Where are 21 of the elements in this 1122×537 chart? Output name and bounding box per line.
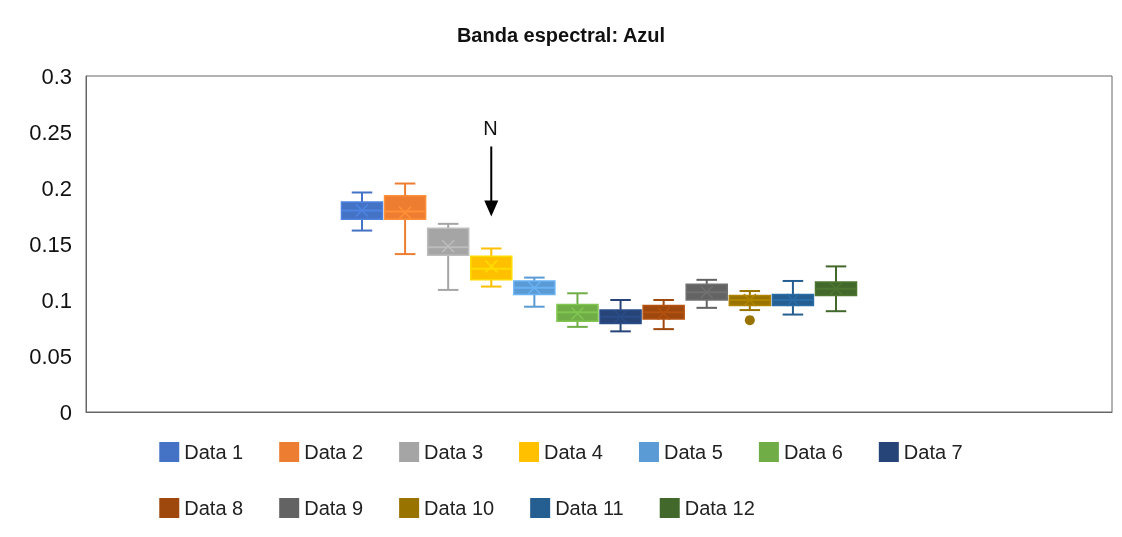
legend-label: Data 7 bbox=[903, 441, 963, 463]
y-tick-label: 0 bbox=[59, 399, 72, 425]
legend-label: Data 1 bbox=[184, 441, 244, 463]
y-tick-label: 0.15 bbox=[29, 231, 72, 257]
legend-label: Data 2 bbox=[304, 441, 364, 463]
legend-label: Data 9 bbox=[304, 497, 364, 519]
y-tick-label: 0.25 bbox=[29, 119, 72, 145]
annotation: N bbox=[483, 117, 498, 140]
legend-label: Data 6 bbox=[783, 441, 843, 463]
legend-label: Data 10 bbox=[424, 497, 495, 519]
legend-label: Data 11 bbox=[555, 497, 624, 519]
legend-label: Data 4 bbox=[544, 441, 603, 463]
y-tick-label: 0.1 bbox=[41, 287, 72, 313]
chart-title: Banda espectral: Azul bbox=[456, 24, 666, 46]
y-tick-label: 0.2 bbox=[41, 175, 72, 201]
legend-label: Data 5 bbox=[663, 441, 723, 463]
legend-label: Data 3 bbox=[424, 441, 484, 463]
legend-label: Data 12 bbox=[684, 497, 755, 519]
y-tick-label: 0.3 bbox=[41, 63, 72, 89]
y-tick-label: 0.05 bbox=[29, 343, 72, 369]
legend-label: Data 8 bbox=[184, 497, 244, 519]
